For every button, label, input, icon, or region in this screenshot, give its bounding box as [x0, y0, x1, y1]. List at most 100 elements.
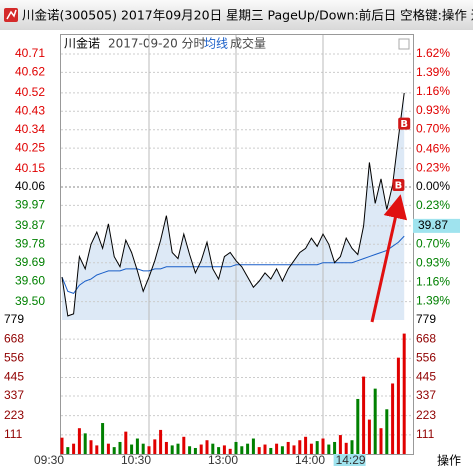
- volume-tick-label-right: 668: [416, 331, 436, 345]
- volume-bar: [211, 443, 215, 454]
- volume-bar: [83, 433, 87, 454]
- y-tick-label: 40.62: [15, 65, 45, 79]
- volume-bar: [193, 447, 197, 454]
- volume-bar: [286, 441, 290, 454]
- volume-bar: [188, 446, 192, 454]
- y-tick-label: 39.97: [15, 198, 45, 212]
- volume-bar: [344, 442, 348, 454]
- volume-bar: [315, 441, 319, 454]
- volume-bar: [176, 443, 180, 454]
- panel-button[interactable]: [398, 38, 410, 50]
- volume-bar: [304, 436, 308, 454]
- volume-bar: [205, 440, 209, 454]
- y2-tick-label: 0.70%: [416, 122, 450, 136]
- volume-tick-label-right: 223: [416, 408, 436, 422]
- y2-tick-label: 0.93%: [416, 256, 450, 270]
- y2-tick-label: 0.93%: [416, 103, 450, 117]
- volume-tick-label: 337: [4, 388, 24, 402]
- price-line: [61, 92, 405, 317]
- x-tick-label: 14:00: [295, 453, 325, 466]
- volume-tick-label-right: 337: [416, 388, 436, 402]
- volume-bar: [234, 441, 238, 454]
- chart-title: 川金诺: [64, 36, 100, 51]
- volume-bar: [298, 440, 302, 454]
- volume-bar: [135, 438, 139, 454]
- volume-bar: [101, 423, 105, 454]
- volume-bar: [309, 443, 313, 454]
- volume-tick-label-right: 556: [416, 351, 436, 365]
- y-tick-label: 39.50: [15, 294, 45, 308]
- volume-bar: [164, 441, 168, 454]
- volume-title: 成交量: [230, 36, 266, 51]
- volume-bar: [222, 445, 226, 454]
- y2-tick-label: 1.16%: [416, 274, 450, 288]
- volume-tick-label: 779: [4, 312, 24, 326]
- volume-tick-label: 111: [4, 427, 23, 441]
- volume-bar: [292, 445, 296, 454]
- cursor-price-box: [413, 218, 460, 233]
- volume-tick-label-right: 445: [416, 370, 436, 384]
- y2-tick-label: 0.70%: [416, 237, 450, 251]
- window-title: 川金诺(300505) 2017年09月20日 星期三 PageUp/Down:…: [22, 8, 473, 23]
- volume-bar: [333, 441, 337, 454]
- y-tick-label: 40.06: [15, 179, 45, 193]
- volume-bar: [251, 438, 255, 454]
- y2-tick-label: 0.23%: [416, 160, 450, 174]
- volume-bar: [118, 441, 122, 454]
- x-tick-label: 10:30: [121, 453, 151, 466]
- cursor-price-label: 39.87: [418, 218, 448, 232]
- volume-bar: [356, 398, 360, 454]
- volume-bar: [182, 436, 186, 454]
- y2-tick-label: 1.62%: [416, 46, 450, 60]
- volume-bar: [246, 443, 250, 454]
- legend-entry: 均线: [204, 37, 228, 51]
- volume-tick-label-right: 779: [416, 312, 436, 326]
- volume-bar: [228, 448, 232, 454]
- buy-marker-label: B: [395, 180, 403, 191]
- volume-tick-label: 668: [4, 331, 24, 345]
- buy-marker: [392, 178, 405, 191]
- volume-bar: [263, 444, 267, 454]
- average-line: [61, 235, 405, 294]
- y-tick-label: 39.60: [15, 273, 45, 287]
- y-tick-label: 39.69: [15, 255, 45, 269]
- volume-bar: [240, 446, 244, 454]
- volume-bar: [402, 333, 406, 454]
- plot-frame: [60, 34, 414, 455]
- volume-bar: [396, 357, 400, 454]
- volume-bar: [60, 437, 64, 454]
- volume-bar: [170, 445, 174, 454]
- volume-bar: [362, 376, 366, 454]
- chart-subtitle: 2017-09-20 分时: [108, 37, 206, 51]
- volume-tick-label: 556: [4, 351, 24, 365]
- buy-marker-label: B: [400, 119, 408, 130]
- x-tick-label: 14:29: [336, 453, 366, 466]
- buy-marker: [398, 117, 411, 130]
- volume-bar: [321, 438, 325, 454]
- y2-tick-label: 0.46%: [416, 141, 450, 155]
- volume-bar: [327, 444, 331, 454]
- volume-bar: [275, 443, 279, 454]
- y-tick-label: 40.52: [15, 85, 45, 99]
- volume-bar: [350, 440, 354, 454]
- volume-bar: [199, 444, 203, 454]
- annotation-arrow: [370, 194, 408, 323]
- volume-bar: [95, 445, 99, 454]
- title-bar: [0, 0, 473, 30]
- y2-tick-label: 0.00%: [416, 179, 450, 193]
- x-tick-label: 09:30: [34, 453, 64, 466]
- volume-bar: [153, 439, 157, 454]
- y2-tick-label: 1.39%: [416, 293, 450, 307]
- x-tick-label: 13:00: [208, 453, 238, 466]
- volume-bar: [147, 446, 151, 454]
- volume-bar: [367, 419, 371, 454]
- volume-bar: [257, 447, 261, 454]
- volume-bar: [391, 383, 395, 454]
- cursor-time-box: [333, 454, 366, 466]
- volume-bar: [124, 431, 128, 454]
- volume-bar: [269, 447, 273, 454]
- y-tick-label: 39.78: [15, 236, 45, 250]
- volume-tick-label-right: 111: [416, 427, 435, 441]
